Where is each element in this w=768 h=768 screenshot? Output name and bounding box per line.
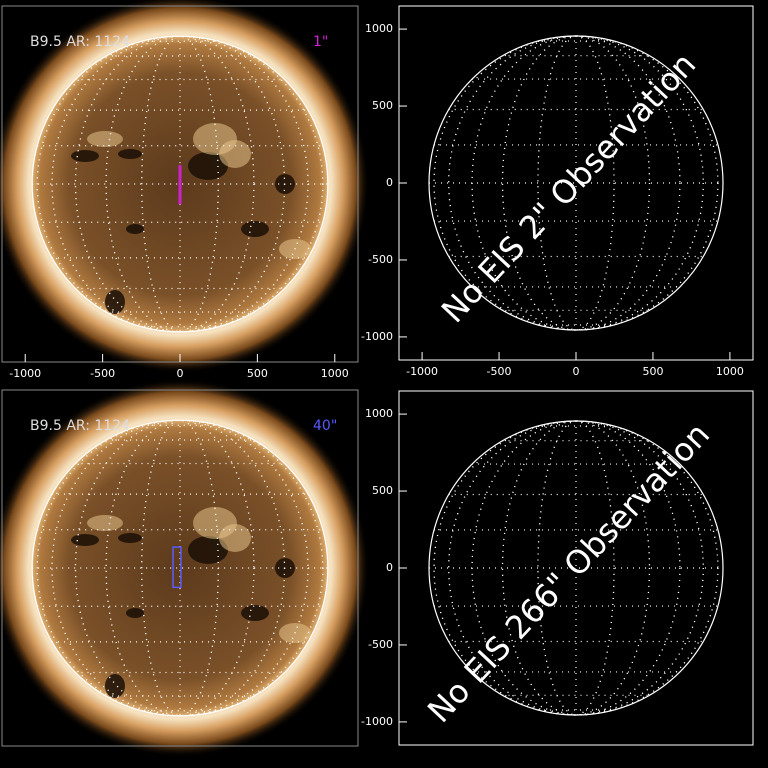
y-tick-label: -500: [368, 638, 393, 651]
y-tick-label: -500: [368, 253, 393, 266]
limb: [428, 35, 724, 331]
panel-label: B9.5 AR: 1124: [30, 34, 130, 50]
x-tick-label: -1000: [9, 367, 41, 380]
meridian: [501, 420, 651, 716]
limb: [31, 419, 329, 717]
bright-region: [219, 524, 251, 552]
dark-region: [105, 290, 125, 314]
y-tick-label: 500: [372, 99, 393, 112]
panel: B9.5 AR: 1124 40": [0, 378, 370, 758]
x-tick-label: 1000: [716, 365, 744, 378]
x-tick-label: -500: [90, 367, 115, 380]
y-tick-label: 0: [386, 176, 393, 189]
limb: [428, 420, 724, 716]
meridian: [501, 35, 651, 331]
x-tick-label: -1000: [406, 365, 438, 378]
panel-label: B9.5 AR: 1124: [30, 418, 130, 434]
y-tick-label: 500: [372, 484, 393, 497]
dark-region: [105, 674, 125, 698]
dark-region: [126, 224, 144, 234]
dark-region: [118, 533, 142, 543]
dark-region: [126, 608, 144, 618]
eis-slit: [178, 165, 182, 205]
y-tick-label: -1000: [361, 330, 393, 343]
limb: [31, 35, 329, 333]
slit-label: 1": [313, 34, 328, 50]
y-tick-label: 1000: [365, 22, 393, 35]
helio-grid: [32, 419, 328, 717]
x-tick-label: 500: [247, 367, 268, 380]
x-tick-label: -500: [487, 365, 512, 378]
meridian: [105, 35, 255, 333]
dark-region: [241, 605, 269, 621]
panel: B9.5 AR: 1124 1" -1000 -500 0 500 1000: [0, 0, 370, 380]
meridian: [105, 419, 255, 717]
dark-region: [241, 221, 269, 237]
frame: [1, 389, 359, 747]
dark-region: [71, 150, 99, 162]
slit-label: 40": [313, 418, 337, 434]
bright-region: [219, 140, 251, 168]
x-tick-label: 500: [642, 365, 663, 378]
panel: No EIS 266" Observation -1000 -500 0 500 1000: [361, 390, 754, 746]
dark-region: [118, 149, 142, 159]
y-tick-label: -1000: [361, 715, 393, 728]
bright-region: [87, 131, 123, 147]
x-tick-label: 0: [177, 367, 184, 380]
x-tick-label: 0: [573, 365, 580, 378]
y-tick-label: 1000: [365, 407, 393, 420]
sun-image: [0, 378, 370, 758]
x-tick-label: 1000: [321, 367, 349, 380]
y-tick-label: 0: [386, 561, 393, 574]
meridian: [448, 420, 704, 716]
no-observation-text: No EIS 266" Observation: [420, 415, 717, 730]
dark-region: [71, 534, 99, 546]
panel: No EIS 2" Observation-1000 -500 0 500 1000-1…: [361, 5, 754, 378]
meridian: [448, 35, 704, 331]
bright-region: [87, 515, 123, 531]
eis-slit: [172, 546, 182, 589]
